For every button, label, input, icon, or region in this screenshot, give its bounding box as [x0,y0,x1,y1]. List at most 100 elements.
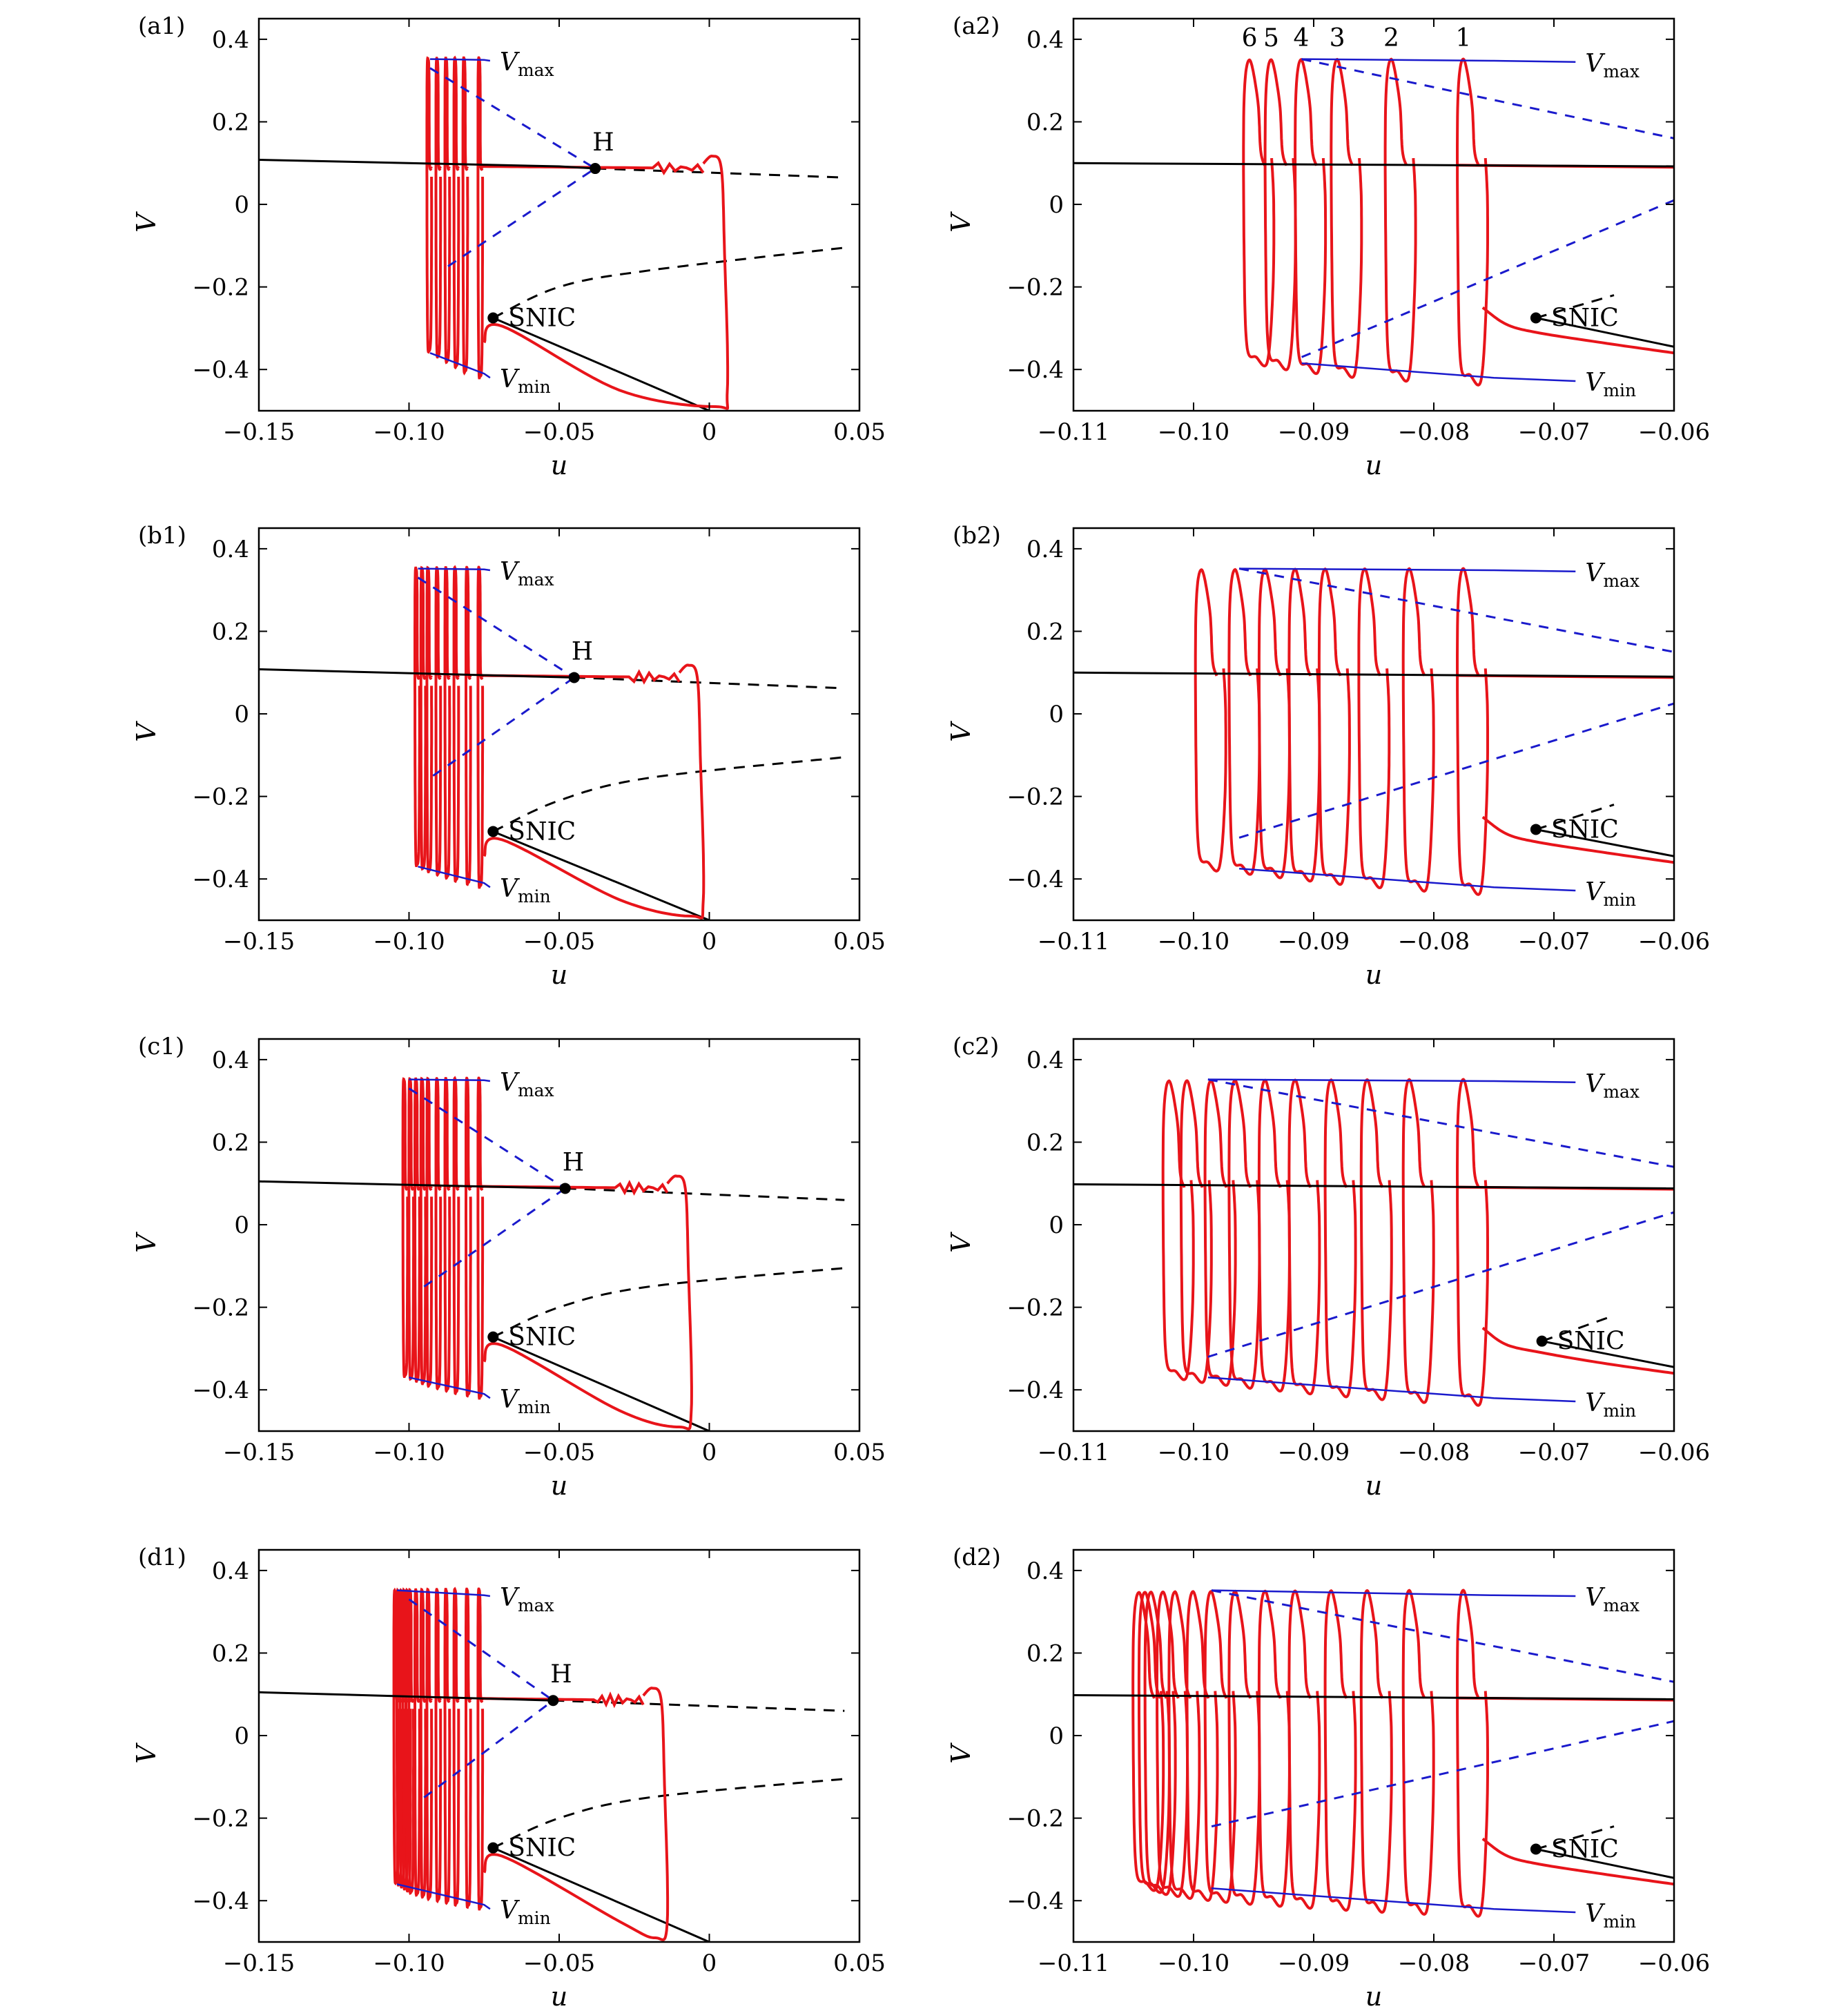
y-tick-label: 0 [1049,191,1064,219]
stable-upper-branch [259,668,574,679]
x-tick-label: −0.06 [1638,928,1710,955]
vmin-envelope [1212,1887,1576,1914]
y-tick-label: −0.2 [1006,784,1064,811]
trajectory-return [1481,306,1674,355]
stable-upper-branch [259,159,596,170]
vmax-envelope [397,1589,491,1597]
trajectory-cycle-7 [419,565,427,871]
y-tick-label: −0.2 [192,274,249,302]
trajectory-cycle-5 [434,1077,442,1391]
panel-label: (b2) [953,522,1001,550]
unstable-upper-branch [565,1187,845,1201]
trajectory-cycle-11 [401,1587,409,1891]
stable-upper-branch [1073,162,1674,168]
y-tick-label: 0 [234,1722,249,1750]
hopf-dashed-upper [1301,58,1674,139]
y-tick-label: 0.4 [1027,1047,1064,1074]
x-tick-label: −0.09 [1278,1950,1350,1977]
y-tick-label: 0.2 [212,108,249,136]
snic-point [487,312,499,324]
trajectory-cycle-2 [1401,1589,1435,1916]
snic-point [1536,1335,1548,1347]
trajectory-cycle-4 [443,566,451,880]
x-tick-label: −0.15 [223,1950,295,1977]
hopf-dashed-lower [1301,199,1674,358]
y-tick-label: 0 [234,1212,249,1239]
trajectory-cycle-8 [414,566,421,867]
vmax-envelope [418,567,491,572]
panel-a1: −0.15 −0.10 −0.05 0 0.05 −0.4 −0.2 0 0.2 0.4 u V (a1… [131,12,886,480]
trajectory-cycle-5 [434,1588,442,1904]
y-tick-label: −0.4 [192,866,249,893]
vmin-envelope [1207,1377,1576,1403]
y-axis-label: V [131,721,162,742]
y-tick-label: −0.4 [1006,1377,1064,1404]
trajectory-return [483,663,706,920]
trajectory-cycle-6 [425,1076,434,1388]
trajectory-cycle-1 [1456,1589,1489,1918]
stable-upper-branch [259,1691,554,1702]
y-tick-label: −0.4 [1006,1887,1064,1915]
plot-area-d2 [1073,1589,1674,1918]
hopf-dashed-upper [1207,1078,1674,1168]
trajectory-return [1481,1837,1674,1886]
trajectory-cycle-12 [398,1588,406,1889]
trajectory-cycle-4 [443,1588,451,1905]
vmin-label: Vmin [1585,1900,1636,1932]
trajectory-cycle-2 [1401,567,1435,893]
x-tick-label: −0.09 [1278,1439,1350,1466]
trajectory-cycle-2 [1401,1078,1435,1404]
trajectory-cycle-5 [1287,567,1321,883]
hopf-dashed-lower [1207,1211,1674,1358]
x-tick-label: 0.05 [833,928,886,955]
trajectory-cycle-9 [1185,1590,1219,1902]
trajectory-cycle-13 [395,1587,403,1887]
x-tick-label: 0.05 [833,1950,886,1977]
x-tick-label: −0.08 [1398,418,1470,446]
vmax-envelope [409,1078,491,1082]
trajectory-cycle-9 [407,1076,416,1381]
vmax-label: Vmax [1585,1584,1640,1615]
unstable-upper-branch [574,676,845,690]
plot-area-b1 [259,565,845,920]
y-tick-label: 0.4 [1027,1557,1064,1585]
trajectory-cycle-2 [465,1076,472,1398]
y-tick-label: 0 [1049,1722,1064,1750]
x-tick-label: −0.06 [1638,1950,1710,1977]
trajectory-cycle-4 [1317,567,1351,886]
snic-label: SNIC [1557,1328,1625,1356]
y-tick-label: 0.2 [1027,618,1064,645]
snic-label: SNIC [508,817,576,846]
y-tick-label: 0.2 [212,1129,249,1156]
trajectory-cycle-1 [1456,567,1489,896]
axes-frame [1072,1548,1675,1943]
trajectory-cycle-7 [419,1587,427,1899]
trajectory-cycle-8 [1203,1590,1237,1904]
x-axis-label: u [551,1981,567,2011]
snic-point [1530,824,1541,835]
cycle-number-1: 1 [1455,24,1471,52]
stable-upper-branch [1073,1694,1674,1700]
x-axis-label: u [1365,960,1382,990]
x-tick-label: −0.10 [1158,1950,1229,1977]
panel-label: (c2) [953,1033,999,1060]
x-tick-label: 0 [702,928,717,955]
trajectory-cycle-6 [425,565,434,873]
hopf-dashed-upper [408,1598,554,1702]
vmax-label: Vmax [500,558,554,590]
y-axis-label: V [946,211,976,233]
y-tick-label: 0.2 [1027,108,1064,136]
y-tick-label: 0.2 [212,1640,249,1667]
trajectory-cycle-10 [1167,1590,1201,1901]
stable-upper-branch [259,1180,565,1189]
hopf-dashed-lower [423,1700,554,1798]
vmin-envelope [429,352,491,379]
vmax-label: Vmax [1585,559,1640,591]
vmax-envelope [1301,58,1576,64]
trajectory-cycle-6 [1257,1078,1291,1393]
hopf-dashed-lower [1238,702,1674,839]
trajectory-return [1481,1326,1674,1375]
vmin-label: Vmin [500,875,551,906]
stable-lower-branch [492,830,710,920]
